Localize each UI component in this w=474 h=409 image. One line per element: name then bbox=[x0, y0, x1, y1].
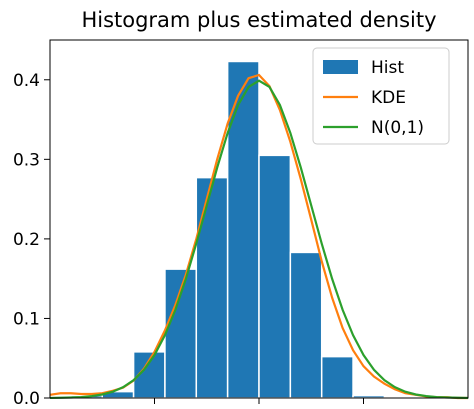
legend-swatch-hist bbox=[323, 60, 358, 74]
y-tick-label: 0.0 bbox=[13, 389, 40, 409]
y-tick-label: 0.4 bbox=[13, 71, 40, 91]
histogram-bar bbox=[195, 176, 229, 399]
histogram-bar bbox=[320, 355, 354, 399]
histogram-bar bbox=[289, 251, 323, 399]
chart-title: Histogram plus estimated density bbox=[81, 8, 436, 32]
histogram-bar bbox=[258, 154, 292, 399]
legend-label: Hist bbox=[371, 58, 404, 78]
y-tick-label: 0.2 bbox=[13, 230, 40, 250]
legend-label: KDE bbox=[371, 88, 406, 108]
y-tick-label: 0.1 bbox=[13, 309, 40, 329]
y-tick-label: 0.3 bbox=[13, 150, 40, 170]
normal-density-line bbox=[49, 79, 469, 400]
legend-label: N(0,1) bbox=[371, 118, 424, 138]
plot-area: 0.0 0.1 0.2 0.3 0.4 Hist KDE N(0,1) bbox=[13, 39, 469, 409]
